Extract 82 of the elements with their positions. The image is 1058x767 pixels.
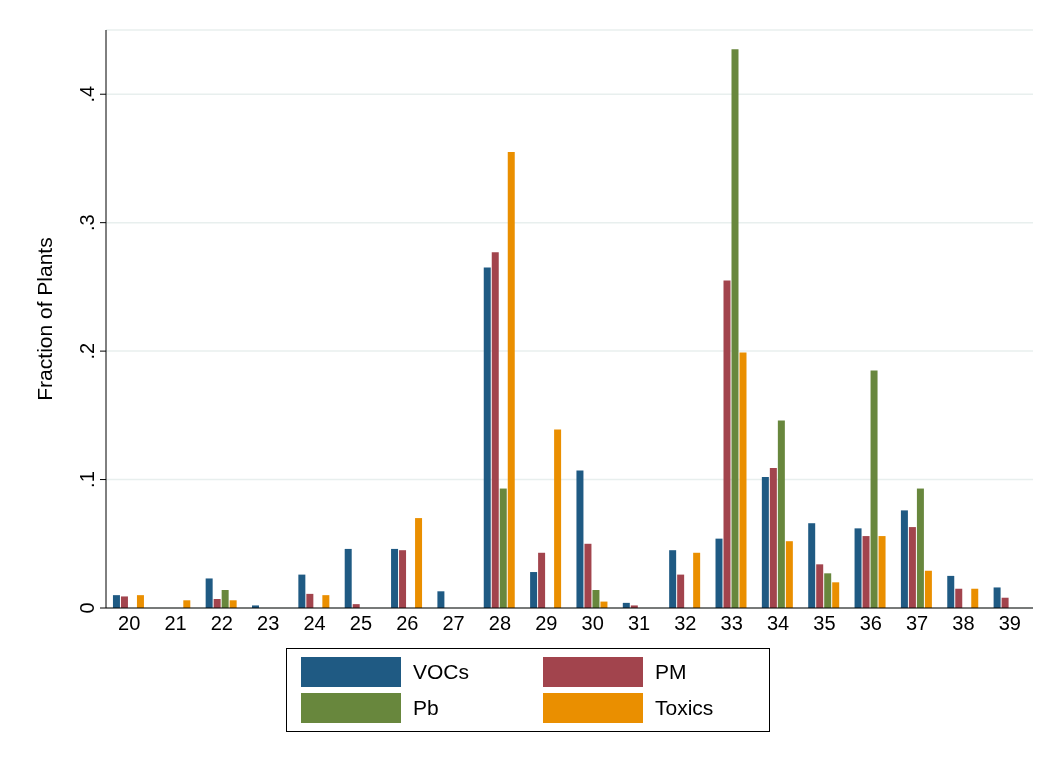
bar [971, 588, 979, 608]
bar [808, 523, 816, 608]
x-tick-label: 38 [952, 612, 975, 635]
x-tick-label: 25 [349, 612, 373, 635]
bar [693, 552, 701, 608]
legend-label: VOCs [413, 660, 470, 684]
y-axis-title: Fraction of Plants [33, 237, 57, 401]
x-tick-label: 36 [859, 612, 882, 635]
bar [900, 510, 908, 608]
bar [112, 595, 120, 608]
y-tick-label: .2 [76, 342, 98, 360]
x-tick-label: 34 [766, 612, 790, 635]
bar [120, 596, 128, 608]
bar [669, 550, 677, 608]
bar [677, 574, 685, 608]
bar [785, 541, 793, 608]
x-tick-label: 23 [257, 612, 280, 635]
bar [769, 468, 777, 608]
bar [306, 593, 314, 608]
bar [723, 280, 731, 608]
y-tick-label: .3 [76, 214, 98, 232]
x-tick-label: 37 [906, 612, 929, 635]
bar [205, 578, 213, 608]
bar [136, 595, 144, 608]
x-tick-label: 24 [303, 612, 326, 635]
y-tick-label: .1 [76, 471, 98, 488]
bar [777, 420, 785, 608]
bar [870, 370, 878, 608]
bar [399, 550, 407, 608]
bar [221, 590, 229, 608]
bar [322, 595, 330, 608]
x-tick-label: 32 [674, 612, 697, 635]
x-tick-label: 26 [396, 612, 419, 635]
bar [499, 488, 507, 608]
legend-label: Pb [413, 696, 440, 720]
bar [832, 582, 840, 608]
bar [576, 470, 584, 608]
bar [862, 536, 870, 608]
bar [947, 575, 955, 608]
y-tick-label: .4 [76, 85, 98, 103]
bar [878, 536, 886, 608]
bar [993, 587, 1001, 608]
x-tick-label: 27 [442, 612, 465, 635]
bar [592, 590, 600, 608]
bar [298, 574, 306, 608]
bar [538, 552, 546, 608]
bar [908, 527, 916, 608]
bar [715, 538, 723, 608]
y-tick-label: 0 [76, 602, 98, 614]
bar [924, 570, 932, 608]
x-tick-label: 39 [998, 612, 1021, 635]
x-tick-label: 31 [627, 612, 651, 635]
x-tick-label: 22 [210, 612, 233, 635]
x-tick-label: 20 [118, 612, 141, 635]
legend-label: PM [655, 660, 688, 684]
bar [584, 543, 592, 608]
bar [483, 267, 491, 608]
bar [344, 548, 352, 608]
bar [507, 152, 515, 608]
bar [183, 600, 191, 608]
legend-label: Toxics [655, 696, 715, 720]
bar [229, 600, 237, 608]
x-tick-label: 33 [720, 612, 743, 635]
x-tick-label: 30 [581, 612, 604, 635]
bar [824, 573, 832, 608]
bar [491, 252, 499, 608]
bar [437, 591, 445, 608]
bar [761, 476, 769, 608]
bar [739, 352, 747, 608]
x-tick-label: 29 [535, 612, 558, 635]
x-tick-label: 21 [164, 612, 187, 635]
bar [955, 588, 963, 608]
bar [391, 548, 399, 608]
bar [854, 528, 862, 608]
bar [916, 488, 924, 608]
bar [554, 429, 562, 608]
x-tick-label: 28 [488, 612, 512, 635]
x-tick-label: 35 [813, 612, 836, 635]
bar [415, 518, 423, 608]
bar [731, 49, 739, 608]
bar [530, 572, 538, 608]
bar [816, 564, 824, 608]
